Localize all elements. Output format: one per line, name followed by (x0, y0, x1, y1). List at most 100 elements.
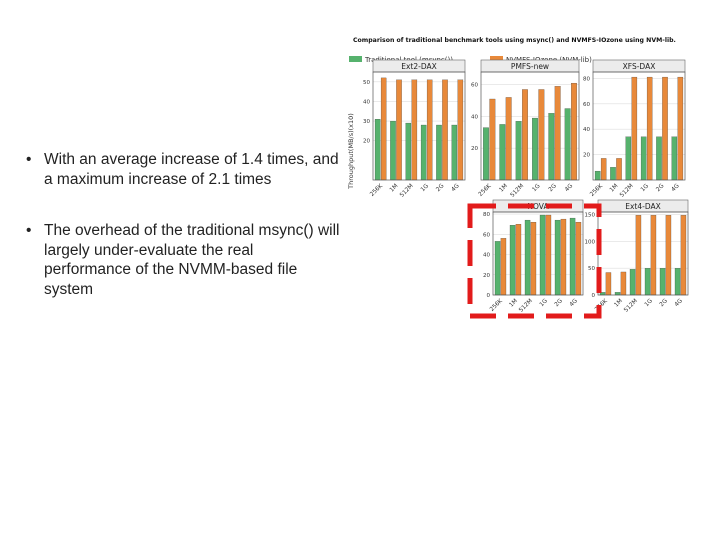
bar-nvmfs-512m (635, 215, 642, 296)
bar-nvmfs-1m (616, 158, 622, 181)
bar-traditional-512m (524, 219, 531, 296)
x-tick-label: 4G (674, 298, 684, 308)
bar-traditional-1m (614, 292, 621, 296)
bar-traditional-1m (610, 167, 616, 181)
bar-nvmfs-4g (680, 215, 687, 296)
x-tick-label: 1G (644, 298, 654, 308)
x-tick-label: 256K (478, 183, 493, 198)
x-tick-label: 4G (671, 183, 681, 193)
y-tick-label: 20 (363, 139, 370, 145)
bar-nvmfs-512m (631, 76, 638, 181)
bar-traditional-1g (539, 214, 546, 296)
bar-nvmfs-1m (505, 97, 512, 181)
x-tick-label: 2G (548, 183, 558, 193)
x-tick-label: 1M (609, 183, 619, 193)
bar-traditional-2g (436, 124, 442, 181)
panel-title: PMFS-new (511, 62, 549, 71)
bar-nvmfs-2g (554, 86, 561, 181)
bar-traditional-512m (629, 269, 636, 296)
bar-traditional-512m (515, 121, 522, 181)
y-tick-label: 60 (583, 102, 590, 108)
bar-traditional-1g (644, 268, 651, 296)
y-tick-label: 40 (483, 253, 490, 259)
bar-nvmfs-1g (646, 76, 653, 181)
x-tick-label: 2G (435, 183, 445, 193)
x-tick-label: 1M (499, 183, 509, 193)
bar-traditional-1g (640, 136, 647, 181)
bar-traditional-1g (420, 124, 427, 181)
bullet-text: The overhead of the traditional msync() … (44, 222, 340, 298)
bar-nvmfs-256k (500, 238, 507, 296)
y-tick-label: 60 (483, 232, 490, 238)
highlight-box (467, 203, 602, 319)
y-tick-label: 50 (363, 80, 370, 86)
bar-nvmfs-1g (538, 89, 545, 181)
bar-nvmfs-2g (665, 215, 672, 296)
x-tick-label: 4G (569, 298, 579, 308)
x-tick-label: 1M (389, 183, 399, 193)
x-tick-label: 4G (564, 183, 574, 193)
bar-nvmfs-4g (571, 82, 577, 181)
y-axis-label: Throughput(MB/s)(x10) (347, 113, 355, 190)
bar-traditional-1m (390, 120, 396, 181)
bullet-item-msync-overhead: • The overhead of the traditional msync(… (22, 221, 342, 299)
bar-nvmfs-2g (560, 218, 567, 296)
legend-swatch-nvmfs (490, 56, 503, 62)
x-tick-label: 1G (640, 183, 650, 193)
y-tick-label: 30 (363, 119, 370, 125)
bar-nvmfs-1m (620, 271, 627, 296)
y-tick-label: 100 (585, 239, 596, 245)
y-tick-label: 80 (583, 76, 590, 82)
y-tick-label: 20 (471, 146, 478, 152)
bar-traditional-2g (656, 136, 662, 181)
y-tick-label: 150 (585, 213, 596, 219)
y-tick-label: 40 (583, 127, 590, 133)
bar-traditional-4g (569, 217, 576, 296)
y-tick-label: 80 (483, 212, 490, 218)
x-tick-label: 1G (539, 298, 549, 308)
x-tick-label: 4G (451, 183, 461, 193)
bullet-marker: • (26, 151, 32, 168)
x-tick-label: 256K (589, 183, 604, 198)
y-tick-label: 20 (483, 273, 490, 279)
legend-swatch-traditional (349, 56, 362, 62)
bar-traditional-256k (374, 119, 381, 181)
x-tick-label: 512M (518, 298, 534, 314)
bar-nvmfs-2g (662, 76, 668, 181)
panel-pmfs-new: PMFS-new 20 40 60 256K 1M 512M 1G 2G 4G (471, 59, 580, 199)
x-tick-label: 1G (532, 183, 542, 193)
bar-traditional-4g (451, 124, 458, 181)
bar-traditional-2g (554, 219, 561, 296)
bar-traditional-1g (532, 117, 538, 181)
bar-nvmfs-512m (522, 89, 528, 181)
bar-traditional-512m (625, 136, 632, 181)
x-tick-label: 1G (420, 183, 430, 193)
chart-title: Comparison of traditional benchmark tool… (353, 37, 676, 44)
bar-nvmfs-256k (489, 98, 496, 181)
panel-frame (492, 211, 584, 296)
bar-nvmfs-512m (530, 221, 537, 296)
x-tick-label: 512M (619, 183, 635, 199)
bar-nvmfs-1g (545, 214, 552, 296)
bar-nvmfs-2g (442, 79, 448, 181)
bar-nvmfs-4g (677, 76, 684, 181)
bar-traditional-1m (499, 124, 506, 181)
y-tick-label: 40 (471, 114, 478, 120)
panel-title: NOVA (527, 202, 549, 211)
bar-nvmfs-1g (426, 79, 433, 181)
bar-traditional-2g (548, 113, 555, 181)
bar-traditional-512m (405, 122, 412, 181)
bar-traditional-4g (564, 108, 571, 181)
y-tick-label: 50 (588, 266, 595, 272)
bar-traditional-4g (674, 268, 681, 296)
bar-traditional-4g (671, 136, 678, 181)
bullet-list: • With an average increase of 1.4 times,… (22, 150, 342, 299)
bar-nvmfs-1m (396, 79, 402, 181)
panel-frame (592, 71, 686, 181)
bar-nvmfs-512m (411, 79, 418, 181)
bar-nvmfs-1g (650, 215, 657, 296)
bar-nvmfs-256k (380, 77, 387, 181)
bar-traditional-256k (494, 241, 501, 296)
x-tick-label: 256K (594, 298, 609, 313)
bar-nvmfs-4g (457, 79, 464, 181)
